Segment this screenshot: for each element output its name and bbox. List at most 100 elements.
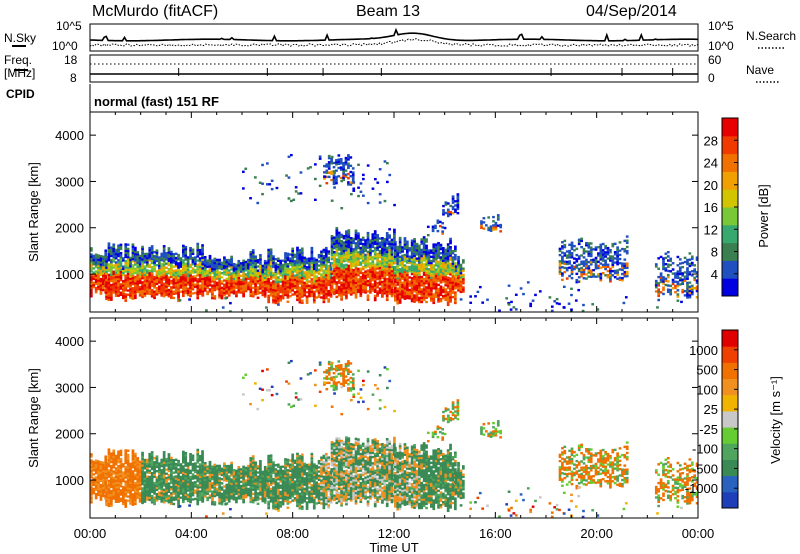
power-cell bbox=[601, 257, 605, 260]
power-cell bbox=[99, 286, 103, 289]
power-cell bbox=[449, 241, 452, 245]
power-cell bbox=[182, 278, 185, 281]
power-cell bbox=[489, 225, 493, 228]
power-cell bbox=[342, 245, 346, 248]
power-cell bbox=[165, 293, 168, 297]
power-cell bbox=[310, 280, 314, 283]
power-cell bbox=[621, 266, 624, 269]
power-cell bbox=[329, 295, 333, 298]
power-cell bbox=[425, 267, 428, 270]
power-cell bbox=[364, 243, 367, 246]
velocity-cell bbox=[92, 477, 96, 480]
velocity-cell bbox=[124, 459, 128, 463]
power-cell bbox=[138, 277, 142, 280]
power-cell bbox=[342, 287, 346, 290]
power-cell bbox=[439, 299, 443, 303]
power-cell bbox=[225, 281, 229, 285]
power-cell bbox=[340, 289, 343, 293]
power-cell bbox=[342, 253, 346, 257]
power-cell bbox=[373, 248, 377, 252]
power-cell bbox=[182, 261, 185, 264]
power-cell bbox=[451, 285, 455, 288]
power-cell bbox=[337, 256, 341, 260]
velocity-cell bbox=[141, 458, 144, 461]
power-cell bbox=[352, 291, 355, 295]
power-cell bbox=[396, 281, 400, 284]
power-cell bbox=[611, 259, 615, 262]
power-cell bbox=[320, 256, 323, 260]
power-cell bbox=[437, 241, 440, 245]
power-cell bbox=[401, 250, 404, 253]
power-cell bbox=[432, 253, 436, 257]
power-cell bbox=[90, 286, 93, 290]
velocity-cell bbox=[138, 460, 142, 464]
power-cell bbox=[269, 294, 273, 297]
power-cell bbox=[449, 296, 452, 299]
power-cell bbox=[359, 182, 363, 185]
power-cell bbox=[155, 282, 159, 286]
velocity-cell bbox=[150, 457, 154, 460]
power-cell bbox=[678, 279, 682, 282]
power-cell bbox=[570, 266, 574, 269]
power-cell bbox=[215, 267, 219, 270]
power-cell bbox=[170, 263, 173, 266]
power-cell bbox=[136, 263, 140, 266]
power-cell bbox=[340, 267, 343, 270]
power-cell bbox=[359, 248, 363, 252]
power-cell bbox=[354, 233, 358, 237]
power-cell bbox=[401, 273, 404, 276]
power-cell bbox=[244, 273, 248, 276]
power-cell bbox=[349, 239, 353, 242]
velocity-cell bbox=[131, 453, 135, 456]
power-cell bbox=[376, 284, 379, 287]
power-cell bbox=[616, 248, 619, 251]
power-cell bbox=[333, 282, 336, 285]
power-cell bbox=[317, 287, 321, 290]
power-cell bbox=[396, 256, 400, 259]
power-cell bbox=[359, 286, 363, 289]
power-cell bbox=[310, 278, 314, 281]
power-cell bbox=[97, 271, 100, 274]
velocity-cell bbox=[92, 481, 96, 484]
power-cell bbox=[418, 248, 421, 252]
power-cell bbox=[119, 254, 123, 257]
power-cell bbox=[589, 252, 593, 256]
power-cell bbox=[446, 243, 450, 246]
power-cell bbox=[174, 292, 178, 295]
power-cell bbox=[446, 253, 450, 257]
power-cell bbox=[451, 279, 455, 282]
velocity-cell bbox=[138, 487, 142, 491]
power-cell bbox=[340, 283, 343, 287]
power-cell bbox=[279, 284, 283, 288]
power-cell bbox=[303, 285, 307, 289]
power-cell bbox=[611, 244, 615, 248]
power-cell bbox=[403, 257, 407, 261]
power-cell bbox=[150, 278, 154, 281]
power-cell bbox=[110, 288, 113, 291]
velocity-cell bbox=[99, 483, 103, 487]
power-cell bbox=[327, 294, 331, 297]
power-cell bbox=[107, 290, 111, 293]
power-cell bbox=[357, 267, 360, 271]
power-cell bbox=[105, 260, 108, 263]
power-cell bbox=[124, 276, 128, 279]
power-cell bbox=[418, 290, 421, 293]
power-cell bbox=[335, 285, 339, 288]
power-cell bbox=[288, 267, 292, 271]
power-cell bbox=[451, 295, 455, 299]
velocity-cell bbox=[114, 490, 118, 493]
power-cell bbox=[388, 282, 391, 285]
power-cell bbox=[340, 256, 343, 260]
power-cell bbox=[361, 249, 365, 252]
power-cell bbox=[613, 269, 617, 273]
velocity-cell bbox=[160, 458, 164, 462]
power-cell bbox=[269, 273, 273, 276]
velocity-cell bbox=[160, 481, 164, 484]
power-cell bbox=[580, 260, 583, 263]
power-cell bbox=[122, 259, 125, 262]
power-cell bbox=[337, 287, 341, 291]
power-cell bbox=[254, 286, 257, 290]
power-cell bbox=[172, 284, 176, 287]
power-cell bbox=[683, 271, 687, 274]
power-cell bbox=[215, 275, 219, 278]
